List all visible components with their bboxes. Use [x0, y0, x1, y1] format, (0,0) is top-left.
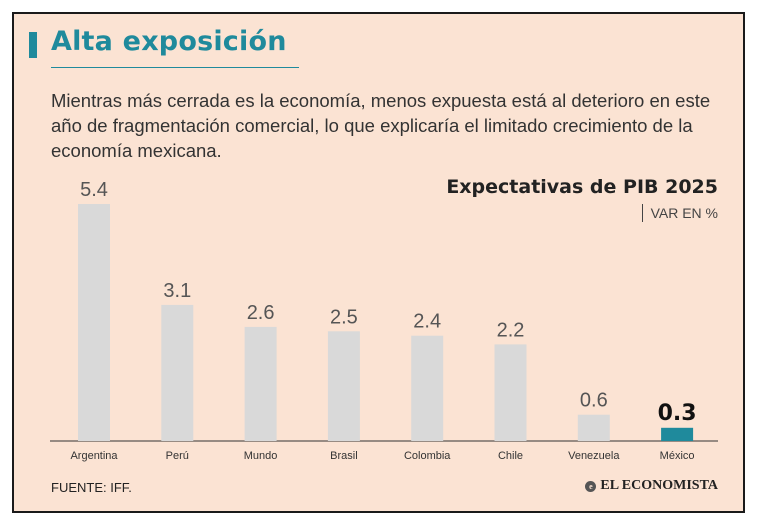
- page-title: Alta exposición: [51, 26, 287, 57]
- value-label-3: 2.5: [330, 306, 358, 328]
- infographic-frame: [12, 12, 745, 513]
- bar-4: [411, 335, 444, 441]
- bar-3: [327, 331, 360, 441]
- category-label-5: Chile: [498, 450, 523, 462]
- source-note: FUENTE: IFF.: [51, 480, 132, 495]
- bar-6: [577, 414, 610, 441]
- chart-subtitle: VAR EN %: [641, 204, 718, 222]
- category-label-3: Brasil: [330, 450, 358, 462]
- category-label-0: Argentina: [70, 450, 118, 462]
- category-label-4: Colombia: [404, 450, 451, 462]
- bar-2: [244, 326, 277, 441]
- value-label-6: 0.6: [580, 390, 608, 412]
- chart-title: Expectativas de PIB 2025: [446, 176, 718, 198]
- category-label-7: México: [660, 450, 695, 462]
- description-text: Mientras más cerrada es la economía, men…: [51, 90, 711, 161]
- value-label-1: 3.1: [163, 280, 191, 302]
- bar-7: [661, 427, 694, 441]
- value-label-0: 5.4: [80, 179, 108, 201]
- category-label-6: Venezuela: [568, 450, 620, 462]
- title-underline: [51, 67, 299, 68]
- brand-logo: e EL ECONOMISTA: [585, 478, 718, 494]
- category-label-2: Mundo: [244, 450, 278, 462]
- category-label-1: Perú: [166, 450, 189, 462]
- brand-name: EL ECONOMISTA: [600, 478, 718, 493]
- value-label-2: 2.6: [247, 302, 275, 324]
- title-accent-bar: [29, 32, 37, 58]
- value-label-4: 2.4: [413, 311, 441, 333]
- bar-5: [494, 344, 527, 441]
- e-logo-icon: e: [585, 480, 597, 492]
- bar-0: [78, 204, 110, 441]
- bar-1: [161, 304, 194, 441]
- value-label-7: 0.3: [658, 401, 697, 426]
- value-label-5: 2.2: [497, 319, 525, 341]
